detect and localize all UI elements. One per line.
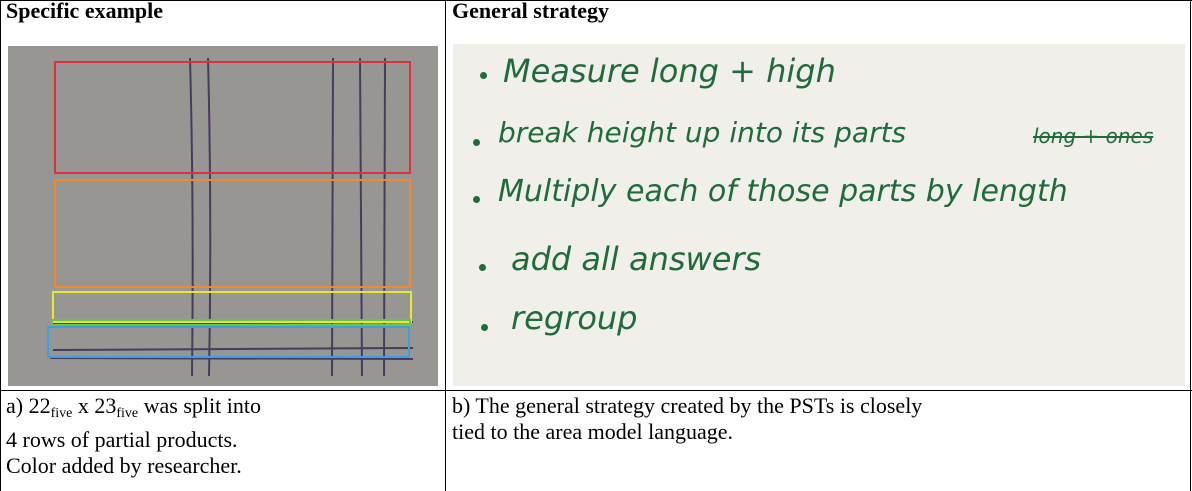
bullet — [473, 139, 480, 146]
bullet — [481, 324, 488, 331]
note: Multiply each of those parts by length — [498, 174, 1068, 209]
photo-notes: Measure long + high break height up into… — [453, 44, 1185, 386]
border — [1190, 0, 1191, 491]
caption-a: a) 22five x 23five was split into 4 rows… — [6, 393, 442, 479]
caption-line: a) 22five x 23five was split into — [6, 393, 442, 427]
header: General strategy — [452, 0, 609, 23]
caption-line: 4 rows of partial products. — [6, 427, 238, 452]
note: add all answers — [511, 240, 762, 278]
text: x — [72, 393, 95, 418]
caption-b: b) The general strategy created by the P… — [452, 393, 1187, 445]
note: Measure long + high — [503, 52, 836, 90]
caption-line: tied to the area model language. — [452, 419, 733, 444]
photo-area-model — [8, 46, 438, 386]
caption-line: b) The general strategy created by the P… — [452, 393, 923, 418]
text: was split into — [138, 393, 261, 418]
bullet — [473, 196, 480, 203]
subscript: five — [116, 406, 139, 421]
note: regroup — [511, 299, 638, 337]
subscript: five — [50, 406, 73, 421]
bullet — [480, 72, 487, 79]
bullet — [479, 264, 486, 271]
note-struck: long + ones — [1033, 124, 1154, 148]
border — [0, 390, 1192, 391]
text: 23 — [94, 393, 117, 418]
caption-line: Color added by researcher. — [6, 453, 242, 478]
border — [0, 0, 1, 491]
border — [445, 0, 446, 491]
header: Specific example — [6, 0, 164, 23]
text: 22 — [28, 393, 51, 418]
border — [0, 0, 1192, 1]
text: a) — [6, 393, 29, 418]
note: break height up into its parts — [498, 116, 907, 149]
